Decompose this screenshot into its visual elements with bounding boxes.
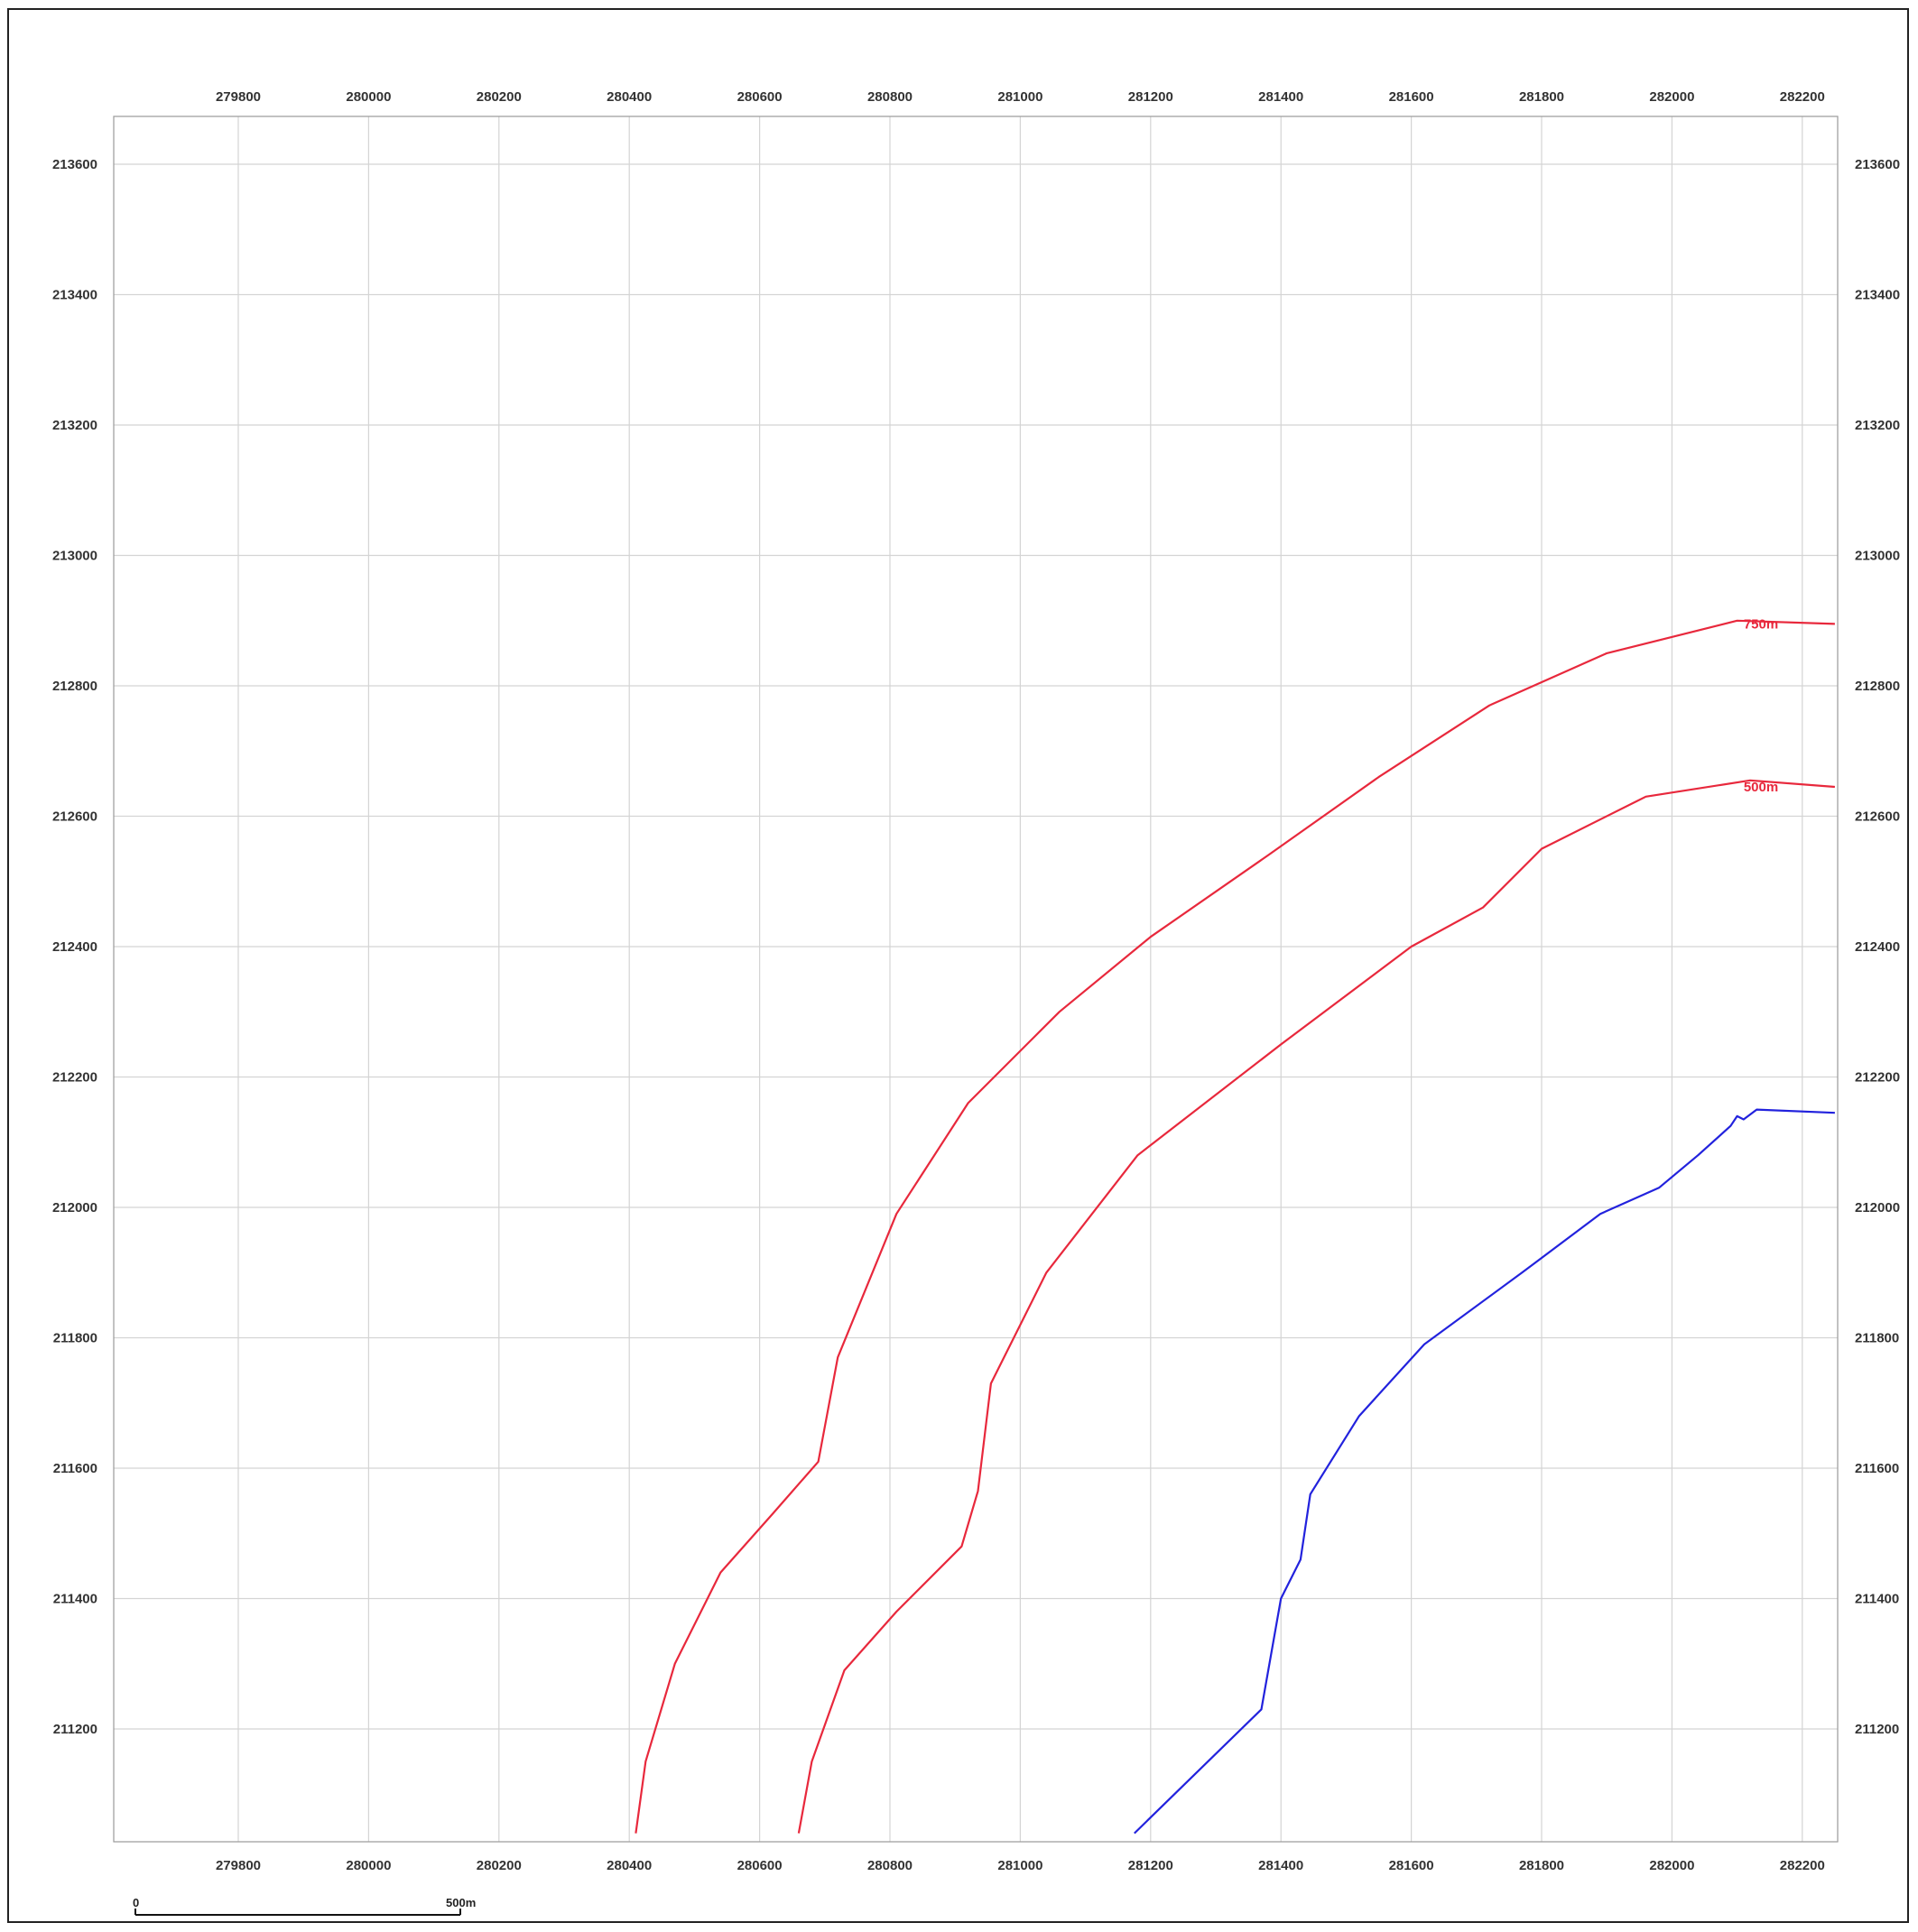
- x-tick-label-top: 281000: [997, 89, 1042, 105]
- x-tick-label-bottom: 282200: [1780, 1858, 1825, 1873]
- x-axis-labels-bottom: 279800 280000 280200 280400 280600 280800 2810…: [216, 1858, 1825, 1873]
- x-axis-labels-top: 279800 280000 280200 280400 280600 280800 2810…: [216, 89, 1825, 105]
- scale-bar-start-label: 0: [133, 1896, 139, 1909]
- grid-layer: [114, 116, 1838, 1842]
- contour-layer: 750m 500m: [635, 616, 1835, 1835]
- y-tick-label-left: 211400: [53, 1592, 97, 1607]
- y-tick-label-left: 211800: [53, 1331, 97, 1346]
- x-tick-label-top: 281600: [1389, 89, 1434, 105]
- y-tick-label-left: 212000: [52, 1200, 97, 1216]
- y-tick-label-right: 213000: [1855, 549, 1900, 564]
- y-tick-label-right: 213600: [1855, 157, 1900, 172]
- y-tick-label-right: 213200: [1855, 418, 1900, 433]
- contour-label-750m: 750m: [1744, 616, 1778, 632]
- plot-border: [113, 116, 1839, 1843]
- y-tick-label-left: 213400: [52, 288, 97, 303]
- map-canvas[interactable]: 279800 280000 280200 280400 280600 280800 2810…: [9, 10, 1911, 1925]
- y-tick-label-right: 211600: [1855, 1461, 1899, 1476]
- scale-bar: 0 500m: [133, 1896, 476, 1916]
- y-tick-label-right: 212400: [1855, 939, 1900, 955]
- y-tick-label-left: 212200: [52, 1070, 97, 1086]
- x-tick-label-top: 281200: [1128, 89, 1173, 105]
- x-tick-label-bottom: 279800: [216, 1858, 261, 1873]
- x-tick-label-bottom: 281400: [1258, 1858, 1303, 1873]
- y-tick-label-right: 213400: [1855, 288, 1900, 303]
- contour-line-500m: [797, 779, 1835, 1834]
- contour-line-750m: [635, 619, 1835, 1834]
- x-tick-label-top: 281800: [1519, 89, 1564, 105]
- x-tick-label-top: 281400: [1258, 89, 1303, 105]
- x-tick-label-bottom: 280800: [867, 1858, 913, 1873]
- x-tick-label-top: 280600: [737, 89, 783, 105]
- y-axis-labels-left: 213600 213400 213200 213000 212800 212600 2124…: [52, 157, 97, 1737]
- y-tick-label-left: 213600: [52, 157, 97, 172]
- x-tick-label-top: 280400: [607, 89, 652, 105]
- x-tick-label-top: 280000: [346, 89, 391, 105]
- x-tick-label-bottom: 280000: [346, 1858, 391, 1873]
- y-tick-label-right: 212200: [1855, 1070, 1900, 1086]
- y-tick-label-right: 212600: [1855, 809, 1900, 825]
- y-tick-label-right: 212000: [1855, 1200, 1900, 1216]
- y-tick-label-left: 213000: [52, 549, 97, 564]
- x-tick-label-bottom: 280200: [477, 1858, 522, 1873]
- contour-label-500m: 500m: [1744, 780, 1778, 795]
- x-tick-label-top: 280800: [867, 89, 913, 105]
- y-tick-label-left: 211200: [53, 1722, 97, 1737]
- x-tick-label-top: 282200: [1780, 89, 1825, 105]
- x-tick-label-bottom: 281200: [1128, 1858, 1173, 1873]
- x-tick-label-bottom: 281600: [1389, 1858, 1434, 1873]
- y-tick-label-left: 213200: [52, 418, 97, 433]
- y-tick-label-left: 211600: [53, 1461, 97, 1476]
- y-tick-label-right: 212800: [1855, 679, 1900, 694]
- x-tick-label-bottom: 281800: [1519, 1858, 1564, 1873]
- x-tick-label-bottom: 281000: [997, 1858, 1042, 1873]
- x-tick-label-bottom: 282000: [1649, 1858, 1694, 1873]
- y-tick-label-left: 212600: [52, 809, 97, 825]
- map-frame: 279800 280000 280200 280400 280600 280800 2810…: [7, 8, 1909, 1923]
- x-tick-label-top: 279800: [216, 89, 261, 105]
- y-tick-label-left: 212400: [52, 939, 97, 955]
- x-tick-label-bottom: 280600: [737, 1858, 783, 1873]
- boundary-line: [1134, 1108, 1835, 1835]
- x-tick-label-bottom: 280400: [607, 1858, 652, 1873]
- y-tick-label-right: 211800: [1855, 1331, 1899, 1346]
- y-tick-label-right: 211200: [1855, 1722, 1899, 1737]
- x-tick-label-top: 282000: [1649, 89, 1694, 105]
- x-tick-label-top: 280200: [477, 89, 522, 105]
- y-axis-labels-right: 213600 213400 213200 213000 212800 212600 2124…: [1855, 157, 1900, 1737]
- scale-bar-end-label: 500m: [446, 1896, 476, 1909]
- y-tick-label-right: 211400: [1855, 1592, 1899, 1607]
- y-tick-label-left: 212800: [52, 679, 97, 694]
